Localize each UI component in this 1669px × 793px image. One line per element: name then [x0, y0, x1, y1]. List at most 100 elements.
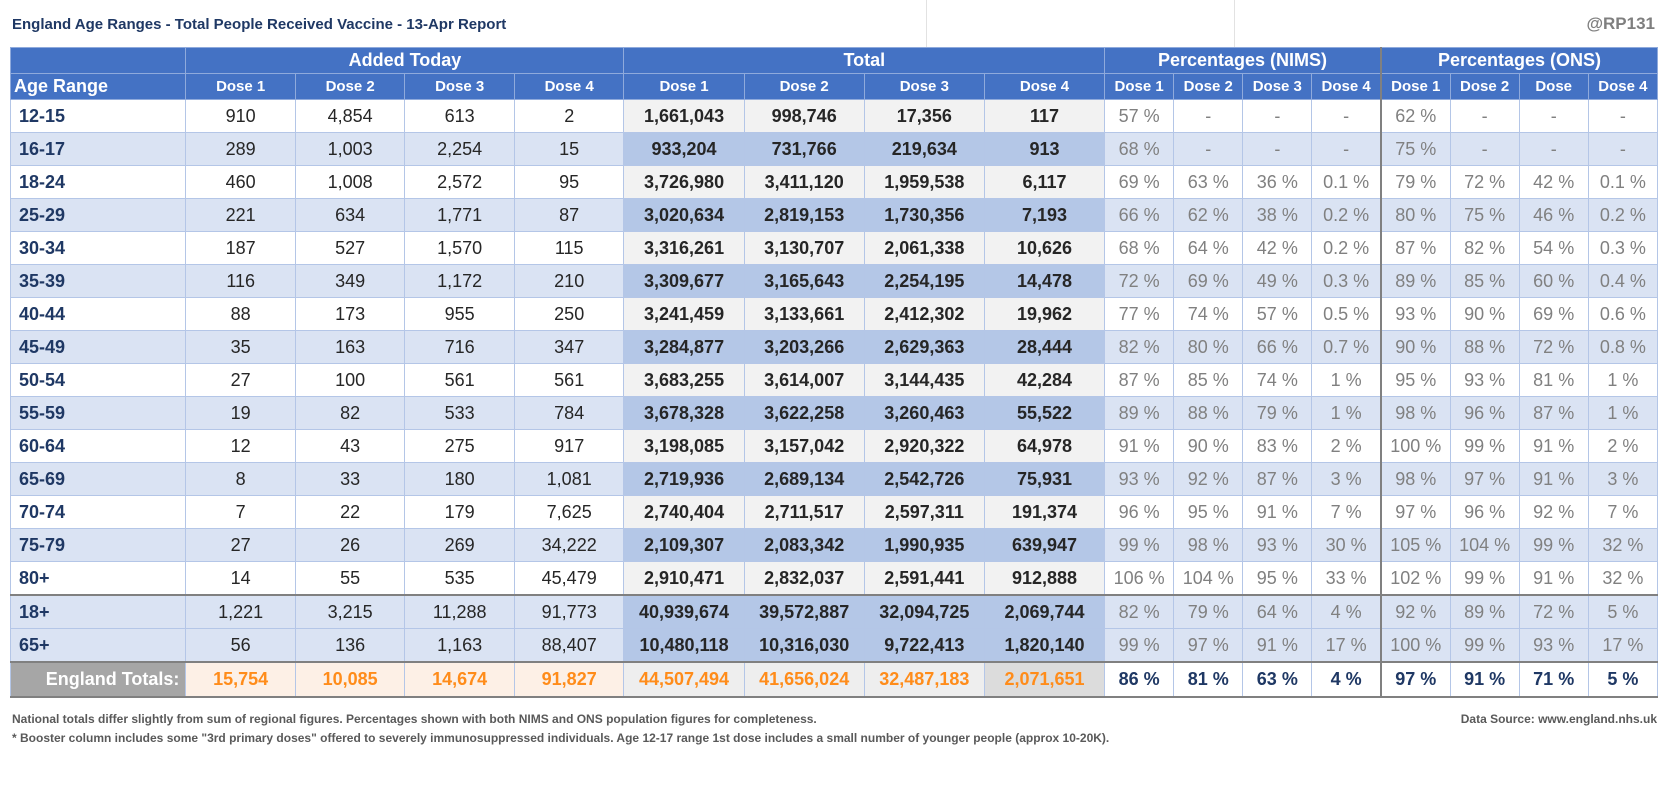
ons-percent-cell: -: [1587, 99, 1659, 133]
ons-percent-cell: 2 %: [1587, 429, 1659, 463]
nims-percent-cell: 38 %: [1242, 198, 1313, 232]
ons-percent-cell: 0.8 %: [1587, 330, 1659, 364]
total-cell: 2,254,195: [863, 264, 985, 298]
table-row: 30-34 187 527 1,570 115 3,316,261 3,130,707 2,0…: [9, 231, 1659, 265]
ons-percent-cell: 81 %: [1518, 363, 1589, 397]
total-cell: 75,931: [983, 462, 1106, 496]
ons-percent-cell: 100 %: [1379, 429, 1451, 463]
ons-percent-cell: 102 %: [1379, 561, 1451, 596]
ons-percent-cell: 5 %: [1587, 594, 1659, 629]
nims-percent-cell: 91 %: [1242, 628, 1313, 663]
column-header: Dose 3: [863, 73, 985, 100]
total-cell: 55,522: [983, 396, 1106, 430]
ons-percent-cell: 75 %: [1379, 132, 1451, 166]
total-ons-cell: 97 %: [1379, 661, 1451, 698]
ons-percent-cell: 42 %: [1518, 165, 1589, 199]
added-today-cell: 19: [185, 396, 296, 430]
table-row: 55-59 19 82 533 784 3,678,328 3,622,258 3,260,4…: [9, 396, 1659, 430]
sheet-gridline: [926, 0, 927, 47]
ons-percent-cell: 96 %: [1449, 495, 1520, 529]
ons-percent-cell: 91 %: [1518, 429, 1589, 463]
nims-percent-cell: 0.3 %: [1311, 264, 1382, 298]
total-cell: 191,374: [983, 495, 1106, 529]
ons-percent-cell: 98 %: [1379, 396, 1451, 430]
age-range-cell: 12-15: [9, 99, 187, 133]
nims-percent-cell: 68 %: [1104, 231, 1175, 265]
column-header: Dose 4: [1587, 73, 1659, 100]
ons-percent-cell: 72 %: [1449, 165, 1520, 199]
added-today-cell: 716: [404, 330, 515, 364]
totals-label: England Totals:: [9, 661, 187, 698]
author-handle: @RP131: [1586, 14, 1655, 33]
total-nims-cell: 4 %: [1311, 661, 1382, 698]
added-today-cell: 347: [513, 330, 625, 364]
nims-percent-cell: 93 %: [1242, 528, 1313, 562]
ons-percent-cell: 99 %: [1449, 429, 1520, 463]
ons-percent-cell: 105 %: [1379, 528, 1451, 562]
ons-percent-cell: -: [1518, 132, 1589, 166]
total-cell: 117: [983, 99, 1106, 133]
ons-percent-cell: 32 %: [1587, 561, 1659, 596]
ons-percent-cell: 72 %: [1518, 330, 1589, 364]
total-cell: 7,193: [983, 198, 1106, 232]
nims-percent-cell: 30 %: [1311, 528, 1382, 562]
total-cell: 10,626: [983, 231, 1106, 265]
total-cell: 2,591,441: [863, 561, 985, 596]
nims-percent-cell: 99 %: [1104, 628, 1175, 663]
added-today-cell: 26: [294, 528, 406, 562]
added-today-cell: 1,081: [513, 462, 625, 496]
age-range-cell: 35-39: [9, 264, 187, 298]
nims-percent-cell: 89 %: [1104, 396, 1175, 430]
ons-percent-cell: 0.1 %: [1587, 165, 1659, 199]
nims-percent-cell: 79 %: [1242, 396, 1313, 430]
added-today-cell: 275: [404, 429, 515, 463]
age-range-cell: 16-17: [9, 132, 187, 166]
ons-percent-cell: 100 %: [1379, 628, 1451, 663]
total-cell: 14,478: [983, 264, 1106, 298]
ons-percent-cell: 97 %: [1379, 495, 1451, 529]
ons-percent-cell: 87 %: [1518, 396, 1589, 430]
group-header-blank: [9, 47, 187, 74]
nims-percent-cell: -: [1311, 99, 1382, 133]
total-cell: 2,740,404: [623, 495, 745, 529]
nims-percent-cell: 0.2 %: [1311, 198, 1382, 232]
total-cell: 2,542,726: [863, 462, 985, 496]
ons-percent-cell: 1 %: [1587, 363, 1659, 397]
table-row: 25-29 221 634 1,771 87 3,020,634 2,819,153 1,73…: [9, 198, 1659, 232]
nims-percent-cell: 104 %: [1173, 561, 1244, 596]
nims-percent-cell: 106 %: [1104, 561, 1175, 596]
table-row: 16-17 289 1,003 2,254 15 933,204 731,766 219,63…: [9, 132, 1659, 166]
ons-percent-cell: 72 %: [1518, 594, 1589, 629]
total-cell: 42,284: [983, 363, 1106, 397]
added-today-cell: 27: [185, 363, 296, 397]
column-header: Dose 4: [513, 73, 625, 100]
age-range-cell: 55-59: [9, 396, 187, 430]
nims-percent-cell: -: [1173, 132, 1244, 166]
ons-percent-cell: 96 %: [1449, 396, 1520, 430]
age-range-cell: 30-34: [9, 231, 187, 265]
age-range-cell: 80+: [9, 561, 187, 596]
nims-percent-cell: 0.5 %: [1311, 297, 1382, 331]
table-row: 60-64 12 43 275 917 3,198,085 3,157,042 2,920,3…: [9, 429, 1659, 463]
column-header: Dose: [1518, 73, 1589, 100]
total-cell: 933,204: [623, 132, 745, 166]
column-header: Dose 4: [983, 73, 1106, 100]
age-range-cell: 25-29: [9, 198, 187, 232]
table-row: 35-39 116 349 1,172 210 3,309,677 3,165,643 2,2…: [9, 264, 1659, 298]
added-today-cell: 7: [185, 495, 296, 529]
nims-percent-cell: 99 %: [1104, 528, 1175, 562]
column-header: Dose 2: [1173, 73, 1244, 100]
table-row: 75-79 27 26 269 34,222 2,109,307 2,083,342 1,99…: [9, 528, 1659, 562]
added-today-cell: 634: [294, 198, 406, 232]
added-today-cell: 349: [294, 264, 406, 298]
ons-percent-cell: 92 %: [1379, 594, 1451, 629]
total-cell: 2,832,037: [743, 561, 865, 596]
nims-percent-cell: 66 %: [1104, 198, 1175, 232]
report-header: England Age Ranges - Total People Receiv…: [0, 0, 1669, 47]
nims-percent-cell: 85 %: [1173, 363, 1244, 397]
total-cell: 2,819,153: [743, 198, 865, 232]
ons-percent-cell: 92 %: [1518, 495, 1589, 529]
footnote-2: * Booster column includes some "3rd prim…: [12, 731, 1110, 745]
added-today-cell: 1,163: [404, 628, 515, 663]
total-cell: 10,316,030: [743, 628, 865, 663]
